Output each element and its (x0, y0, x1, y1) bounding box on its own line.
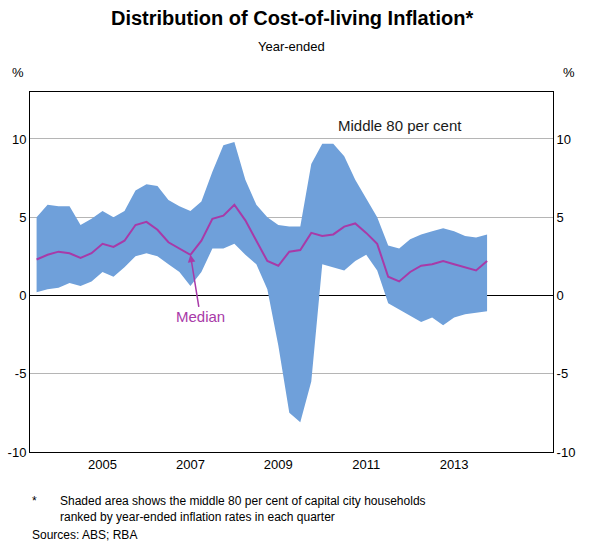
svg-text:-10: -10 (557, 445, 576, 460)
svg-text:5: 5 (557, 210, 564, 225)
svg-text:10: 10 (557, 132, 571, 147)
svg-text:Median: Median (176, 308, 225, 325)
svg-text:2005: 2005 (88, 457, 117, 472)
svg-text:%: % (563, 65, 575, 80)
svg-text:%: % (12, 65, 24, 80)
svg-text:0: 0 (557, 288, 564, 303)
svg-text:-5: -5 (557, 366, 569, 381)
svg-text:2009: 2009 (264, 457, 293, 472)
svg-text:2011: 2011 (352, 457, 380, 472)
svg-text:-10: -10 (8, 445, 27, 460)
svg-text:5: 5 (19, 210, 26, 225)
svg-text:2007: 2007 (176, 457, 205, 472)
svg-text:Middle 80 per cent: Middle 80 per cent (338, 117, 462, 134)
svg-text:-5: -5 (15, 366, 27, 381)
svg-text:10: 10 (12, 132, 26, 147)
svg-text:Year-ended: Year-ended (258, 39, 325, 54)
svg-text:Sources: ABS; RBA: Sources: ABS; RBA (32, 528, 137, 542)
svg-text:0: 0 (19, 288, 26, 303)
svg-text:Shaded area shows the middle 8: Shaded area shows the middle 80 per cent… (60, 494, 426, 524)
svg-text:*: * (32, 494, 37, 508)
svg-text:Distribution of Cost-of-living: Distribution of Cost-of-living Inflation… (111, 7, 473, 29)
svg-text:2013: 2013 (440, 457, 469, 472)
